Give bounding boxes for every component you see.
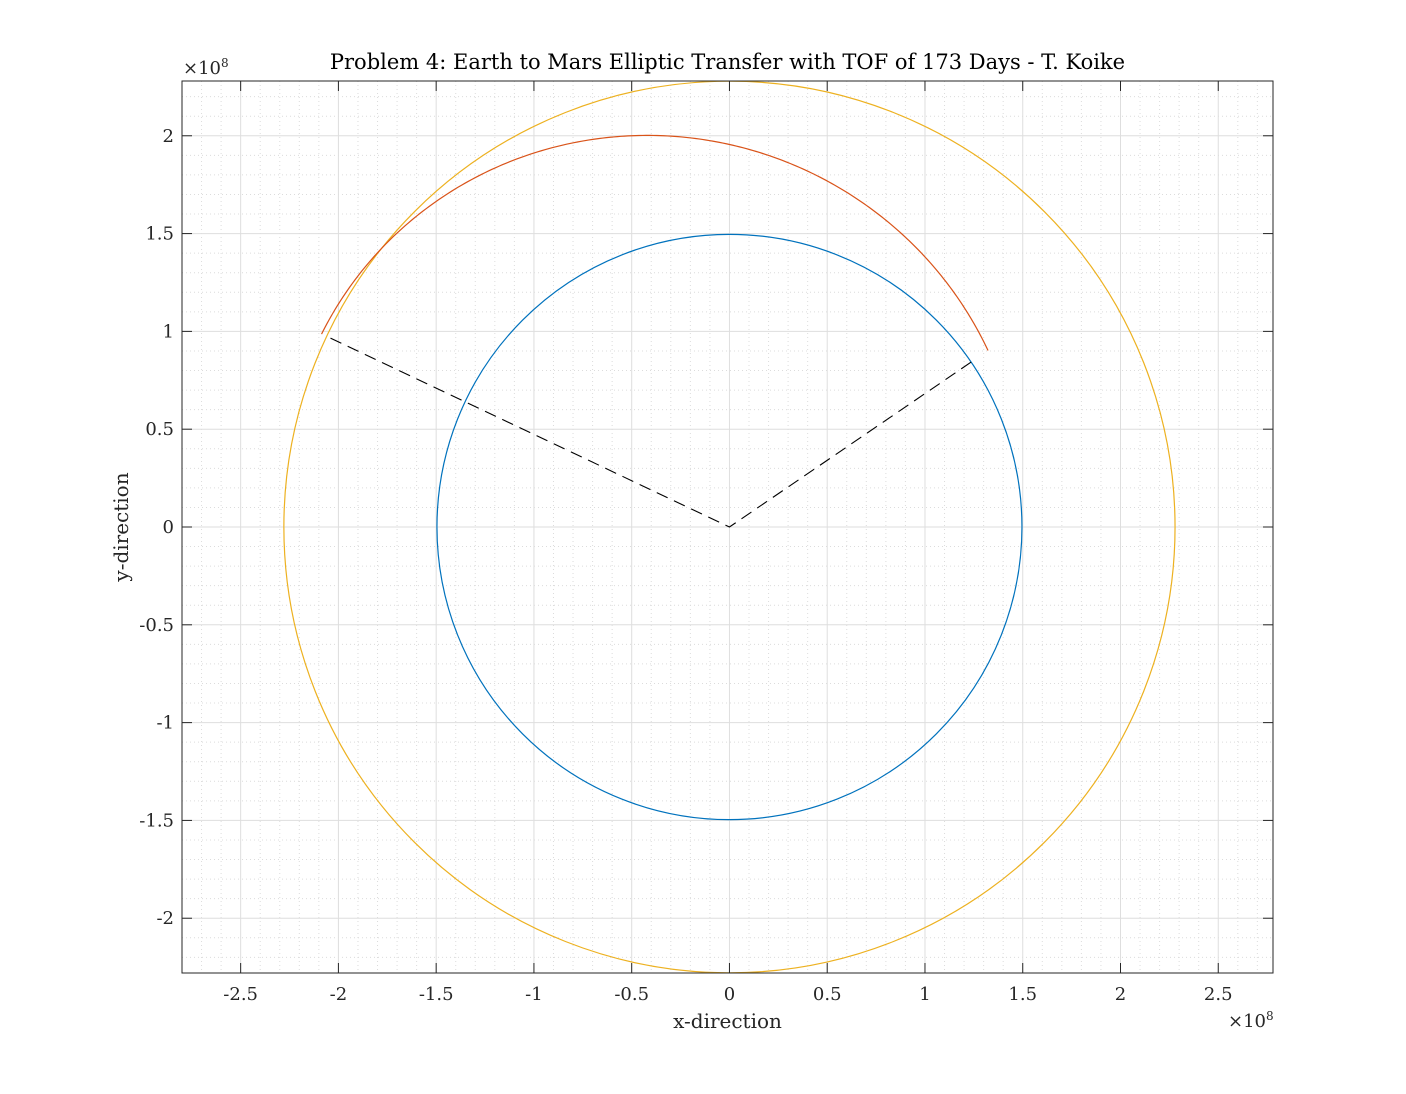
radius-lines-series <box>326 335 972 528</box>
y-tick-label: -1.5 <box>139 810 174 831</box>
minor-grid <box>182 81 1273 973</box>
x-tick-label: 1 <box>919 984 930 1005</box>
y-tick-label: 0 <box>163 517 174 538</box>
y-axis-label: y-direction <box>109 472 133 582</box>
transfer-arc-series <box>321 134 989 351</box>
x-tick-label: -2 <box>330 984 348 1005</box>
chart-title: Problem 4: Earth to Mars Elliptic Transf… <box>330 50 1125 74</box>
y-tick-label: 2 <box>163 126 174 147</box>
y-tick-label: -2 <box>156 908 174 929</box>
tick-marks <box>182 81 1273 973</box>
y-tick-label: -0.5 <box>139 615 174 636</box>
x-tick-label: -0.5 <box>614 984 649 1005</box>
y-multiplier-exponent: 8 <box>221 56 229 70</box>
y-tick-label: 1.5 <box>145 224 174 245</box>
y-tick-labels: 2 1.5 1 0.5 0 -0.5 -1 -1.5 -2 <box>139 126 174 929</box>
y-multiplier-base: ×10 <box>183 58 221 79</box>
y-tick-label: 0.5 <box>145 419 174 440</box>
x-tick-label: 0 <box>724 984 735 1005</box>
x-tick-label: -1 <box>525 984 543 1005</box>
x-tick-label: 0.5 <box>813 984 842 1005</box>
x-tick-label: 1.5 <box>1008 984 1037 1005</box>
x-multiplier-base: ×10 <box>1228 1011 1266 1032</box>
x-tick-label: 2 <box>1115 984 1126 1005</box>
x-axis-label: x-direction <box>673 1009 782 1033</box>
orbit-circle-series-0 <box>436 233 1023 821</box>
x-axis-multiplier: ×108 <box>1228 1009 1274 1032</box>
y-axis-multiplier: ×108 <box>183 56 229 79</box>
y-tick-label: -1 <box>156 713 174 734</box>
x-multiplier-exponent: 8 <box>1266 1009 1274 1023</box>
x-tick-label: 2.5 <box>1204 984 1233 1005</box>
y-tick-label: 1 <box>163 321 174 342</box>
major-grid <box>182 81 1273 973</box>
x-tick-labels: -2.5 -2 -1.5 -1 -0.5 0 0.5 1 1.5 2 2.5 <box>223 984 1232 1005</box>
x-tick-label: -2.5 <box>223 984 258 1005</box>
x-tick-label: -1.5 <box>419 984 454 1005</box>
